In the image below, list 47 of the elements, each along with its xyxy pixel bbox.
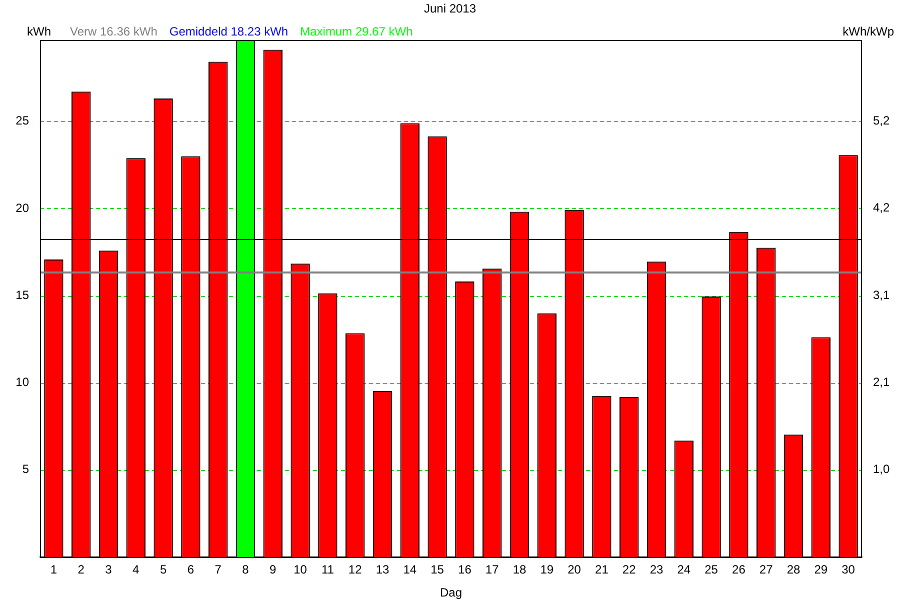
text: Gemiddeld 18.23 kWh [169, 24, 288, 38]
y2-tick-label: 3,1 [873, 288, 890, 302]
chart-title: Juni 2013 [424, 1, 476, 16]
x-tick-label: 14 [403, 562, 417, 576]
x-tick-label: 2 [78, 562, 85, 576]
x-tick-label: 29 [814, 562, 828, 576]
y2-tick-label: 2,1 [873, 375, 890, 390]
y-axis-title: kWh [27, 24, 51, 38]
text: Maximum 29.67 kWh [300, 24, 413, 38]
x-tick-label: 3 [105, 562, 112, 576]
x-tick-label: 25 [704, 562, 718, 576]
x-tick-label: 13 [376, 562, 390, 576]
x-tick-label: 12 [348, 562, 362, 576]
x-tick-label: 23 [650, 562, 664, 576]
y-tick-label: 25 [16, 114, 30, 128]
text: Verw 16.36 kWh [70, 24, 158, 38]
x-tick-label: 11 [321, 562, 334, 576]
y2-tick-label: 5,2 [873, 114, 890, 128]
x-tick-label: 30 [842, 562, 856, 576]
x-tick-label: 17 [485, 562, 500, 576]
y2-tick-label: 4,2 [873, 200, 890, 215]
y2-tick-label: 1,0 [873, 462, 890, 476]
x-tick-label: 24 [677, 562, 691, 576]
x-tick-label: 26 [732, 562, 746, 576]
x-tick-label: 4 [132, 562, 140, 576]
y-tick-label: 15 [16, 288, 30, 302]
x-tick-label: 20 [568, 562, 582, 576]
x-tick-label: 28 [786, 562, 800, 576]
x-axis-title: Dag [440, 585, 462, 600]
x-tick-label: 18 [512, 562, 526, 576]
y-tick-label: 10 [16, 375, 30, 390]
y2-axis-title: kWh/kWp [842, 24, 894, 38]
x-tick-label: 27 [759, 562, 774, 576]
x-tick-label: 9 [270, 562, 277, 576]
x-tick-label: 19 [540, 562, 554, 576]
x-tick-label: 5 [160, 562, 167, 576]
y-tick-label: 20 [16, 200, 30, 215]
x-tick-label: 8 [242, 562, 250, 576]
y-tick-label: 5 [22, 462, 30, 476]
x-tick-label: 16 [458, 562, 472, 576]
x-tick-label: 10 [294, 562, 308, 576]
x-tick-label: 7 [214, 562, 222, 576]
x-tick-label: 15 [430, 562, 444, 576]
x-tick-label: 1 [50, 562, 58, 576]
x-tick-label: 6 [187, 562, 194, 576]
x-tick-label: 21 [595, 562, 609, 576]
x-tick-label: 22 [622, 562, 636, 576]
